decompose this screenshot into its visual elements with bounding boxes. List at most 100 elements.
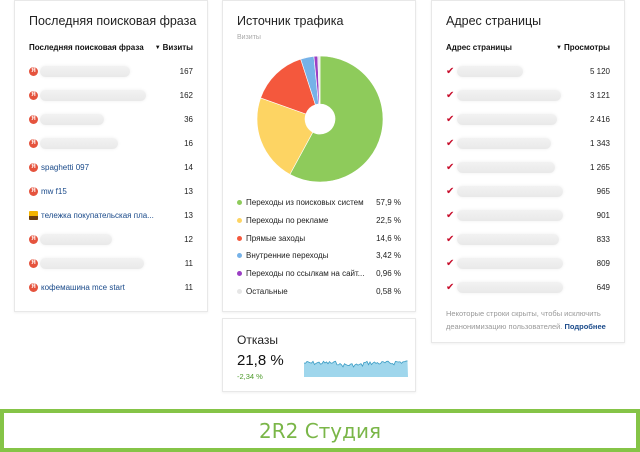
legend-label: Переходы по ссылкам на сайт... <box>246 269 365 279</box>
yandex-icon: Я <box>29 91 38 100</box>
table-row[interactable]: ✔ 5 120 <box>446 65 610 89</box>
visits-value: 16 <box>184 139 193 148</box>
legend-dot-icon <box>237 288 242 294</box>
legend-value: 0,58 % <box>376 286 401 296</box>
legend-dot-icon <box>237 253 242 259</box>
traffic-source-widget: Источник трафика Визиты Переходы из поис… <box>222 0 416 312</box>
legend-item[interactable]: Переходы по рекламе 22,5 % <box>237 216 401 234</box>
column-header-address[interactable]: Адрес страницы <box>446 43 512 52</box>
table-row[interactable]: ✔ 901 <box>446 209 610 233</box>
hidden-phrase <box>40 258 144 269</box>
table-row[interactable]: ✔ 833 <box>446 233 610 257</box>
column-header-views[interactable]: ▼ Просмотры <box>556 43 610 52</box>
table-row[interactable]: ✔ 2 416 <box>446 113 610 137</box>
bounce-rate-delta: -2,34 % <box>237 372 263 381</box>
widget-title: Отказы <box>237 333 279 347</box>
table-header: Последняя поисковая фраза ▼ Визиты <box>29 43 193 55</box>
visits-value: 13 <box>184 187 193 196</box>
table-row[interactable]: ✔ 1 265 <box>446 161 610 185</box>
views-value: 649 <box>596 283 610 292</box>
column-header-phrase[interactable]: Последняя поисковая фраза <box>29 43 144 52</box>
visits-value: 167 <box>179 67 193 76</box>
phrase-link[interactable]: тележка покупательская пла... <box>41 211 154 220</box>
views-value: 965 <box>596 187 610 196</box>
pie-slice[interactable] <box>256 97 314 175</box>
legend-dot-icon <box>237 271 242 277</box>
widget-title: Источник трафика <box>237 14 344 28</box>
table-row[interactable]: ✔ 965 <box>446 185 610 209</box>
page-address-list: ✔ 5 120 ✔ 3 121 ✔ 2 416 ✔ 1 343 ✔ 1 265 ✔ 965 ✔ 901 ✔ 8… <box>446 65 610 305</box>
page-marker-icon: ✔ <box>446 210 455 221</box>
views-value: 833 <box>596 235 610 244</box>
legend-dot-icon <box>237 200 242 205</box>
yandex-icon: Я <box>29 115 38 124</box>
more-info-link[interactable]: Подробнее <box>564 322 606 331</box>
yandex-icon: Я <box>29 67 38 76</box>
phrase-link[interactable]: spaghetti 097 <box>41 163 90 172</box>
table-row[interactable]: ✔ 3 121 <box>446 89 610 113</box>
page-marker-icon: ✔ <box>446 114 455 125</box>
table-row[interactable]: Я 162 <box>29 89 193 113</box>
table-row[interactable]: Я 36 <box>29 113 193 137</box>
phrase-link[interactable]: кофемашина mce start <box>41 283 125 292</box>
legend-item[interactable]: Остальные 0,58 % <box>237 287 401 305</box>
phrase-link[interactable]: mw f15 <box>41 187 67 196</box>
table-row[interactable]: ✔ 1 343 <box>446 137 610 161</box>
pie-slice[interactable] <box>317 55 321 105</box>
legend-value: 22,5 % <box>376 215 401 225</box>
page-marker-icon: ✔ <box>446 282 455 293</box>
hidden-address <box>457 234 559 245</box>
views-value: 1 265 <box>589 163 610 172</box>
views-value: 3 121 <box>589 91 610 100</box>
hidden-phrase <box>40 138 118 149</box>
table-row[interactable]: ✔ 649 <box>446 281 610 305</box>
hidden-address <box>457 210 563 221</box>
legend-item[interactable]: Переходы по ссылкам на сайт... 0,96 % <box>237 269 401 287</box>
table-row[interactable]: ✔ 809 <box>446 257 610 281</box>
widget-title: Адрес страницы <box>446 14 542 28</box>
page-marker-icon: ✔ <box>446 234 455 245</box>
legend-value: 57,9 % <box>376 198 401 207</box>
pie-slice[interactable] <box>289 55 384 183</box>
hidden-address <box>457 90 561 101</box>
yandex-icon: Я <box>29 139 38 148</box>
hidden-phrase <box>40 66 130 77</box>
legend-item[interactable]: Прямые заходы 14,6 % <box>237 234 401 252</box>
page-marker-icon: ✔ <box>446 258 455 269</box>
hidden-address <box>457 282 563 293</box>
legend-item[interactable]: Переходы из поисковых систем 57,9 % <box>237 198 401 216</box>
widget-subtitle: Визиты <box>237 34 261 41</box>
table-row[interactable]: Я 16 <box>29 137 193 161</box>
hidden-address <box>457 258 563 269</box>
sort-desc-icon: ▼ <box>154 45 161 51</box>
bounce-rate-value: 21,8 % <box>237 352 284 369</box>
legend-dot-icon <box>237 217 242 223</box>
visits-value: 14 <box>184 163 193 172</box>
table-header: Адрес страницы ▼ Просмотры <box>446 43 610 55</box>
table-row[interactable]: Я 167 <box>29 65 193 89</box>
hidden-address <box>457 114 557 125</box>
table-row[interactable]: тележка покупательская пла... 13 <box>29 209 193 233</box>
views-value: 809 <box>596 259 610 268</box>
hidden-address <box>457 186 563 197</box>
hidden-phrase <box>40 90 146 101</box>
yandex-icon: Я <box>29 235 38 244</box>
column-header-visits[interactable]: ▼ Визиты <box>154 43 193 52</box>
hidden-rows-note: Некоторые строки скрыты, чтобы исключить… <box>446 309 606 331</box>
table-row[interactable]: Я 11 <box>29 257 193 281</box>
page-marker-icon: ✔ <box>446 66 455 77</box>
visits-value: 162 <box>179 91 193 100</box>
legend-value: 0,96 % <box>376 269 401 279</box>
views-value: 2 416 <box>589 115 610 124</box>
table-row[interactable]: Я 12 <box>29 233 193 257</box>
visits-value: 11 <box>184 259 193 268</box>
views-value: 1 343 <box>589 139 610 148</box>
sort-desc-icon: ▼ <box>556 45 562 51</box>
page-marker-icon: ✔ <box>446 138 455 149</box>
legend-item[interactable]: Внутренние переходы 3,42 % <box>237 251 401 269</box>
traffic-pie-chart[interactable] <box>256 55 384 183</box>
